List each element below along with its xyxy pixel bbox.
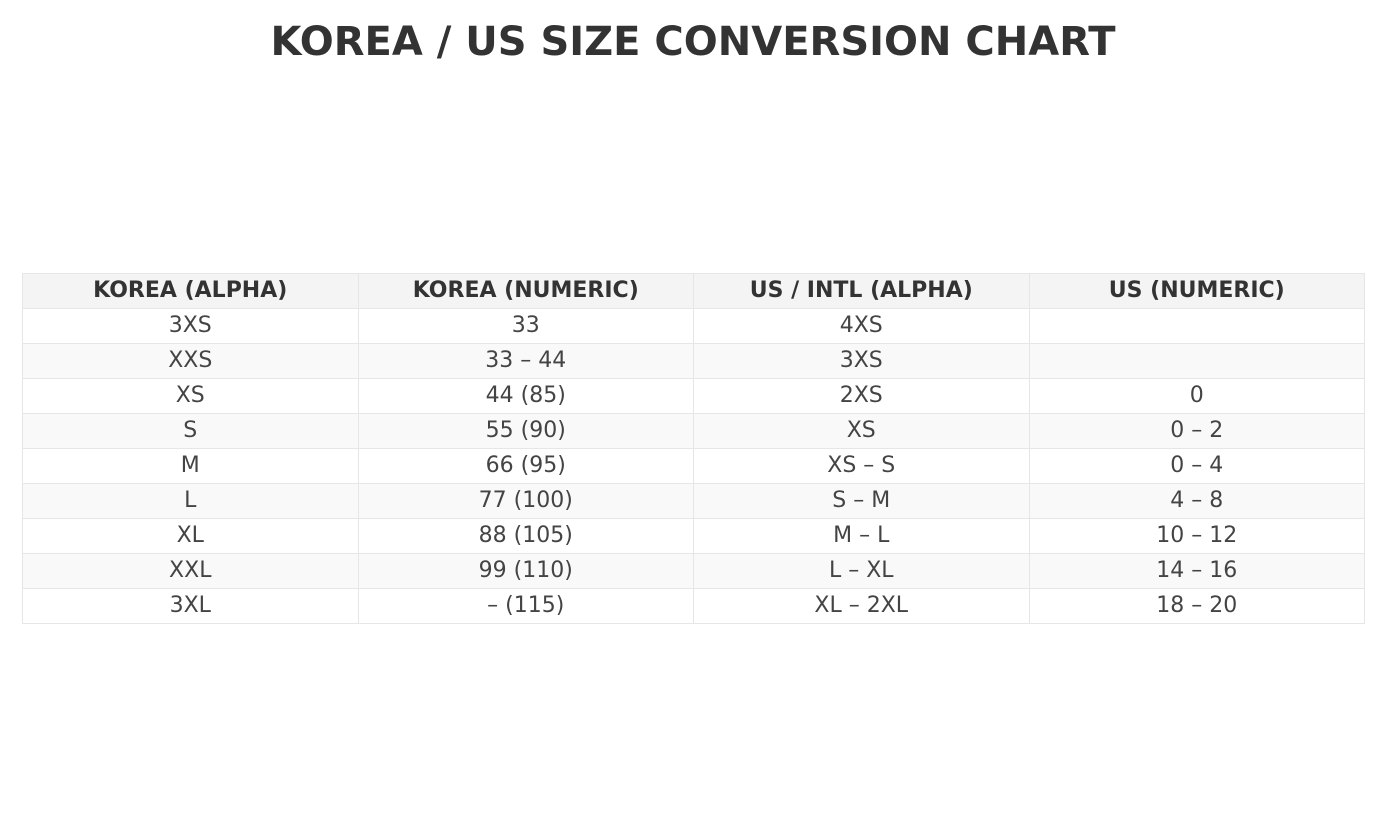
- table-cell: 3XS: [22, 308, 359, 344]
- table-cell: 3XS: [693, 343, 1030, 379]
- table-cell: XS: [693, 413, 1030, 449]
- table-cell: 0: [1028, 378, 1365, 414]
- table-cell: 99 (110): [357, 553, 694, 589]
- table-cell: 66 (95): [357, 448, 694, 484]
- table-cell: 4XS: [693, 308, 1030, 344]
- table-row: XXS 33 – 44 3XS: [22, 343, 1365, 379]
- table-cell: 2XS: [693, 378, 1030, 414]
- table-cell: 18 – 20: [1028, 588, 1365, 624]
- table-body: 3XS 33 4XS XXS 33 – 44 3XS XS 44 (85) 2XS 0 S 55 (9…: [22, 308, 1365, 624]
- column-header: US / INTL (ALPHA): [693, 273, 1030, 309]
- table-cell: 44 (85): [357, 378, 694, 414]
- table-cell: XL: [22, 518, 359, 554]
- column-header: US (NUMERIC): [1028, 273, 1365, 309]
- table-cell: 0 – 4: [1028, 448, 1365, 484]
- table-header-row: KOREA (ALPHA) KOREA (NUMERIC) US / INTL (A…: [22, 273, 1365, 309]
- table-cell: 14 – 16: [1028, 553, 1365, 589]
- table-cell: XS – S: [693, 448, 1030, 484]
- table-cell: [1028, 308, 1365, 344]
- table-cell: L – XL: [693, 553, 1030, 589]
- table-cell: 33 – 44: [357, 343, 694, 379]
- table-row: 3XS 33 4XS: [22, 308, 1365, 344]
- column-header: KOREA (ALPHA): [22, 273, 359, 309]
- table-row: S 55 (90) XS 0 – 2: [22, 413, 1365, 449]
- table-cell: L: [22, 483, 359, 519]
- table-cell: XL – 2XL: [693, 588, 1030, 624]
- table-row: XXL 99 (110) L – XL 14 – 16: [22, 553, 1365, 589]
- table-cell: 10 – 12: [1028, 518, 1365, 554]
- table-cell: M – L: [693, 518, 1030, 554]
- table-cell: 4 – 8: [1028, 483, 1365, 519]
- table-cell: 88 (105): [357, 518, 694, 554]
- table-cell: 3XL: [22, 588, 359, 624]
- table-cell: 0 – 2: [1028, 413, 1365, 449]
- table-cell: S: [22, 413, 359, 449]
- table-cell: XXS: [22, 343, 359, 379]
- size-conversion-table: KOREA (ALPHA) KOREA (NUMERIC) US / INTL (A…: [22, 273, 1365, 624]
- table-cell: M: [22, 448, 359, 484]
- table-cell: XXL: [22, 553, 359, 589]
- table-cell: XS: [22, 378, 359, 414]
- table-row: XS 44 (85) 2XS 0: [22, 378, 1365, 414]
- table-cell: – (115): [357, 588, 694, 624]
- table-cell: 33: [357, 308, 694, 344]
- table-cell: 55 (90): [357, 413, 694, 449]
- chart-title: KOREA / US SIZE CONVERSION CHART: [270, 19, 1116, 65]
- table-row: XL 88 (105) M – L 10 – 12: [22, 518, 1365, 554]
- column-header: KOREA (NUMERIC): [357, 273, 694, 309]
- table-row: 3XL – (115) XL – 2XL 18 – 20: [22, 588, 1365, 624]
- table-cell: [1028, 343, 1365, 379]
- table-cell: 77 (100): [357, 483, 694, 519]
- table-cell: S – M: [693, 483, 1030, 519]
